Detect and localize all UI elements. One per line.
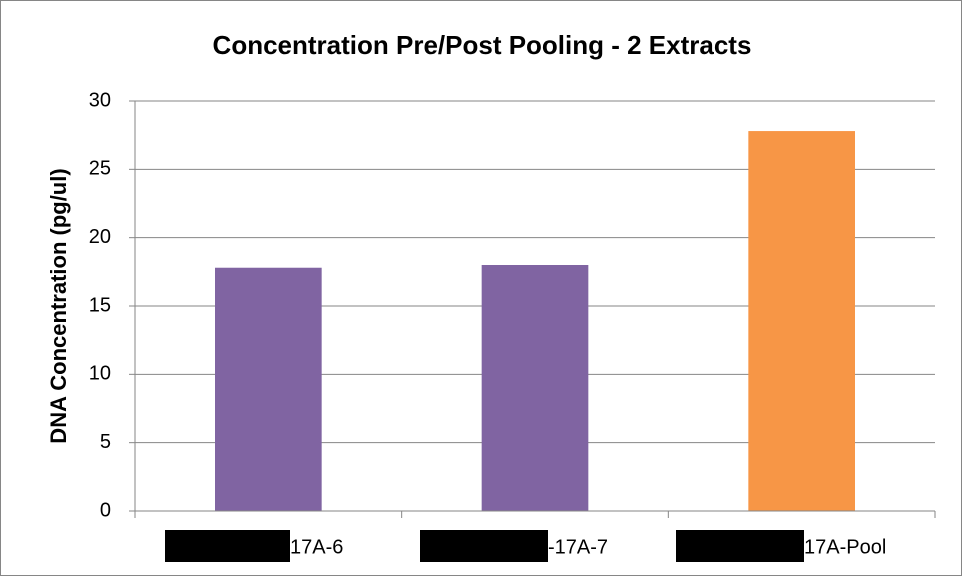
chart-title: Concentration Pre/Post Pooling - 2 Extra… [213,30,752,60]
redaction [165,530,290,562]
bar [215,267,322,511]
y-axis-label: DNA Concentration (pg/ul) [46,168,71,443]
y-tick-label: 15 [89,294,111,316]
y-tick-label: 5 [100,431,111,453]
y-tick-label: 10 [89,363,111,385]
x-tick-label: -17A-7 [548,536,608,558]
y-tick-label: 30 [89,89,111,111]
y-tick-label: 25 [89,158,111,180]
bar [481,265,589,511]
x-tick-label: 17A-6 [290,536,343,558]
y-tick-label: 0 [100,499,111,521]
bar [748,131,855,512]
x-tick-label: 17A-Pool [804,536,886,558]
y-tick-label: 20 [89,226,111,248]
redaction [420,530,548,562]
redaction [676,530,804,562]
